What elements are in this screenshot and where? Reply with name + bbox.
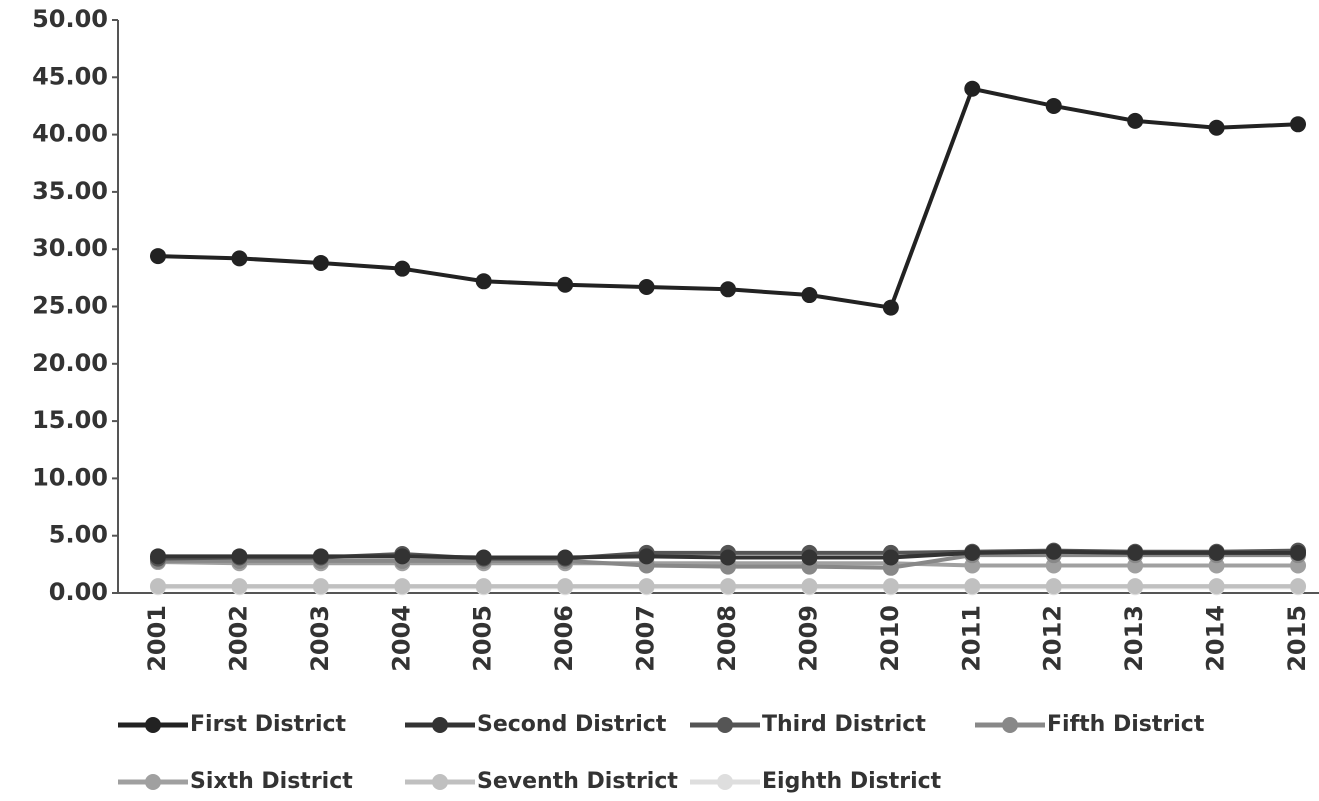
point	[882, 299, 899, 316]
point	[394, 260, 411, 277]
point	[475, 273, 492, 290]
point	[475, 549, 492, 566]
y-tick-label: 15.00	[32, 406, 108, 434]
y-tick-label: 35.00	[32, 177, 108, 205]
legend-label: Seventh District	[477, 769, 678, 794]
point	[557, 276, 574, 293]
legend-label: Sixth District	[190, 769, 353, 794]
legend-label: Fifth District	[1047, 712, 1205, 737]
point	[638, 578, 655, 595]
y-tick-label: 10.00	[32, 463, 108, 491]
point	[150, 248, 166, 265]
point	[1045, 578, 1062, 595]
point	[1127, 578, 1144, 595]
y-tick-label: 20.00	[32, 349, 108, 377]
point	[801, 549, 818, 566]
point	[394, 578, 411, 595]
point	[638, 548, 655, 565]
point	[231, 250, 248, 267]
y-tick-label: 45.00	[32, 62, 108, 90]
point	[638, 279, 655, 296]
x-tick-label: 2015	[1283, 605, 1311, 672]
x-tick-label: 2006	[550, 605, 578, 672]
x-tick-label: 2005	[469, 605, 497, 672]
point	[231, 548, 248, 565]
legend-marker	[717, 717, 733, 733]
point	[312, 254, 329, 271]
point	[1127, 544, 1144, 561]
point	[475, 578, 492, 595]
point	[882, 549, 899, 566]
point	[150, 548, 166, 565]
point	[1290, 544, 1307, 561]
y-tick-label: 0.00	[49, 578, 108, 606]
legend-marker	[1002, 717, 1018, 733]
x-tick-label: 2011	[957, 605, 985, 672]
y-tick-label: 50.00	[32, 5, 108, 33]
y-tick-label: 30.00	[32, 234, 108, 262]
x-tick-label: 2001	[143, 605, 171, 672]
point	[1208, 544, 1225, 561]
legend-marker	[432, 717, 448, 733]
y-tick-label: 5.00	[49, 521, 108, 549]
point	[720, 549, 737, 566]
legend-label: Eighth District	[762, 769, 942, 794]
point	[1045, 543, 1062, 560]
point	[1208, 119, 1225, 136]
point	[1290, 116, 1307, 133]
x-tick-label: 2013	[1120, 605, 1148, 672]
legend-marker	[145, 717, 161, 733]
point	[964, 80, 981, 97]
point	[1290, 578, 1307, 595]
x-tick-label: 2010	[876, 605, 904, 672]
point	[231, 578, 248, 595]
x-tick-label: 2014	[1202, 605, 1230, 672]
legend-label: First District	[190, 712, 347, 737]
point	[964, 544, 981, 561]
legend-label: Second District	[477, 712, 667, 737]
x-tick-label: 2012	[1039, 605, 1067, 672]
point	[801, 578, 818, 595]
legend-marker	[717, 774, 733, 790]
x-tick-label: 2004	[387, 605, 415, 672]
legend-marker	[432, 774, 448, 790]
point	[801, 287, 818, 304]
x-tick-label: 2008	[713, 605, 741, 672]
point	[394, 548, 411, 565]
legend-label: Third District	[762, 712, 926, 737]
x-tick-label: 2003	[306, 605, 334, 672]
series-line	[157, 86, 1299, 310]
x-tick-label: 2002	[224, 605, 252, 672]
x-tick-label: 2009	[794, 605, 822, 672]
legend-marker	[145, 774, 161, 790]
point	[720, 578, 737, 595]
point	[557, 549, 574, 566]
y-tick-label: 40.00	[32, 120, 108, 148]
point	[964, 578, 981, 595]
point	[1127, 112, 1144, 129]
point	[1045, 97, 1062, 114]
point	[882, 578, 899, 595]
point	[720, 281, 737, 298]
point	[312, 548, 329, 565]
point	[1208, 578, 1225, 595]
point	[312, 578, 329, 595]
y-tick-label: 25.00	[32, 292, 108, 320]
point	[150, 578, 166, 595]
point	[557, 578, 574, 595]
x-tick-label: 2007	[632, 605, 660, 672]
